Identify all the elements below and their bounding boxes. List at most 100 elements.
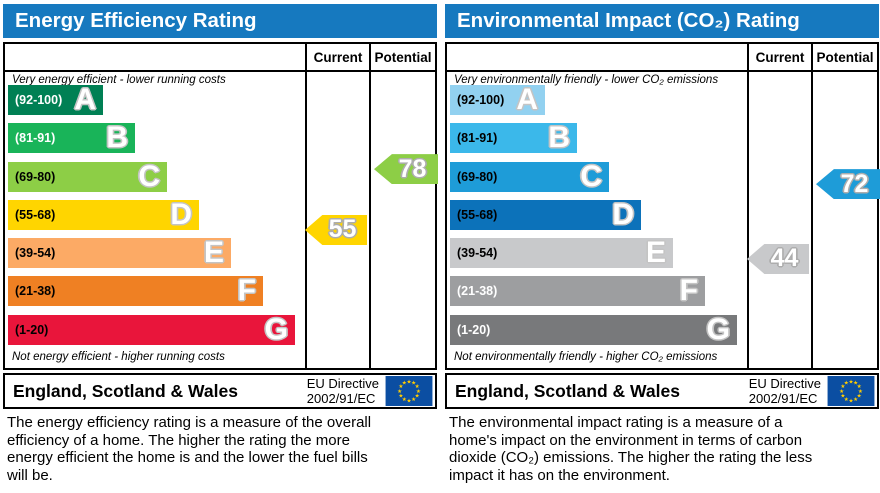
band-range-label: (69-80) <box>457 169 498 184</box>
top-note: Very energy efficient - lower running co… <box>12 74 226 86</box>
band-letter: E <box>203 236 224 270</box>
svg-text:★: ★ <box>415 383 420 390</box>
svg-text:★: ★ <box>858 388 863 395</box>
energy-efficiency-panel: Energy Efficiency Rating Current Potenti… <box>3 0 438 493</box>
band-range-label: (55-68) <box>457 207 498 222</box>
svg-text:★: ★ <box>402 380 407 387</box>
current-rating-value: 44 <box>770 244 799 273</box>
band-range-label: (39-54) <box>457 246 498 261</box>
band-row-a: (92-100) A <box>450 85 747 115</box>
band-list: (92-100) A (81-91) B (69-80) C <box>8 85 305 353</box>
region-label: England, Scotland & Wales <box>455 380 680 401</box>
band-letter: C <box>580 159 602 193</box>
band-row-a: (92-100) A <box>8 85 305 115</box>
band-letter: G <box>264 312 288 346</box>
eu-directive-line2: 2002/91/EC <box>748 391 818 406</box>
current-rating-value: 55 <box>328 215 357 244</box>
band-range-label: (21-38) <box>457 284 498 299</box>
svg-text:★: ★ <box>406 397 411 404</box>
band-letter: C <box>138 159 160 193</box>
bottom-note: Not energy efficient - higher running co… <box>12 351 225 363</box>
panel-description: The energy efficiency rating is a measur… <box>7 414 372 484</box>
svg-text:★: ★ <box>844 396 849 403</box>
band-range-label: (21-38) <box>15 284 56 299</box>
svg-text:★: ★ <box>840 383 845 390</box>
svg-text:★: ★ <box>402 396 407 403</box>
band-bar: (39-54) E <box>450 238 673 269</box>
region-label: England, Scotland & Wales <box>13 380 238 401</box>
band-row-c: (69-80) C <box>8 159 305 193</box>
band-row-e: (39-54) E <box>450 238 747 269</box>
eu-directive-line2: 2002/91/EC <box>306 391 376 406</box>
band-range-label: (55-68) <box>15 207 56 222</box>
header-divider <box>5 70 435 72</box>
band-letter: A <box>74 83 96 116</box>
svg-text:★: ★ <box>398 383 403 390</box>
eu-directive-label: EU Directive 2002/91/EC <box>307 376 379 406</box>
svg-text:★: ★ <box>853 380 858 387</box>
current-column-header: Current <box>313 50 363 65</box>
band-row-b: (81-91) B <box>8 123 305 154</box>
band-bar: (55-68) D <box>8 197 199 231</box>
band-list: (92-100) A (81-91) B (69-80) C <box>450 85 747 353</box>
band-range-label: (1-20) <box>15 322 49 337</box>
svg-text:★: ★ <box>397 388 402 395</box>
band-row-c: (69-80) C <box>450 159 747 193</box>
band-row-f: (21-38) F <box>450 274 747 308</box>
band-bar: (39-54) E <box>8 236 231 270</box>
band-bar: (69-80) C <box>8 159 167 193</box>
band-row-g: (1-20) G <box>450 312 747 346</box>
band-bar: (92-100) A <box>8 85 103 115</box>
band-bar: (69-80) C <box>450 159 609 193</box>
current-column-header: Current <box>755 50 805 65</box>
svg-text:★: ★ <box>411 380 416 387</box>
svg-text:★: ★ <box>857 393 862 400</box>
band-bar: (21-38) F <box>8 274 263 308</box>
column-divider <box>305 44 307 368</box>
band-bar: (81-91) B <box>8 123 135 154</box>
band-letter: B <box>548 121 570 155</box>
eu-flag-icon: ★ ★★ ★★★ ★★★ ★★★ <box>827 376 875 406</box>
svg-text:★: ★ <box>853 396 858 403</box>
svg-text:★: ★ <box>848 379 853 386</box>
svg-text:★: ★ <box>840 393 845 400</box>
band-letter: G <box>706 312 730 346</box>
column-divider <box>369 44 371 368</box>
band-letter: A <box>516 83 538 116</box>
environmental-impact-panel: Environmental Impact (CO₂) Rating Curren… <box>445 0 880 493</box>
band-bar: (21-38) F <box>450 274 705 308</box>
rating-table: Current Potential Very environmentally f… <box>445 42 879 370</box>
eu-flag-icon: ★ ★★ ★★★ ★★★ ★★★ <box>385 376 433 406</box>
potential-rating-value: 72 <box>840 169 869 198</box>
band-range-label: (92-100) <box>15 93 63 107</box>
band-row-f: (21-38) F <box>8 274 305 308</box>
top-note: Very environmentally friendly - lower CO… <box>454 74 719 86</box>
band-row-e: (39-54) E <box>8 236 305 270</box>
svg-text:★: ★ <box>844 380 849 387</box>
potential-column-header: Potential <box>374 50 432 65</box>
eu-directive-label: EU Directive 2002/91/EC <box>749 376 821 406</box>
svg-text:★: ★ <box>857 383 862 390</box>
band-bar: (1-20) G <box>450 312 737 346</box>
band-row-g: (1-20) G <box>8 312 305 346</box>
bottom-note: Not environmentally friendly - higher CO… <box>454 351 718 363</box>
band-bar: (55-68) D <box>450 199 641 230</box>
svg-text:★: ★ <box>415 393 420 400</box>
potential-column-header: Potential <box>816 50 874 65</box>
band-letter: F <box>237 274 256 308</box>
column-divider <box>747 44 749 368</box>
band-bar: (92-100) A <box>450 85 545 115</box>
band-row-d: (55-68) D <box>450 199 747 230</box>
band-range-label: (69-80) <box>15 169 56 184</box>
potential-rating-value: 78 <box>398 154 427 183</box>
eu-directive-line1: EU Directive <box>306 376 379 391</box>
band-letter: D <box>170 197 192 231</box>
svg-text:★: ★ <box>398 393 403 400</box>
header-divider <box>447 70 877 72</box>
band-letter: F <box>679 274 698 308</box>
band-range-label: (92-100) <box>457 93 505 107</box>
band-range-label: (1-20) <box>457 322 491 337</box>
eu-directive-line1: EU Directive <box>748 376 821 391</box>
band-range-label: (81-91) <box>457 131 498 146</box>
